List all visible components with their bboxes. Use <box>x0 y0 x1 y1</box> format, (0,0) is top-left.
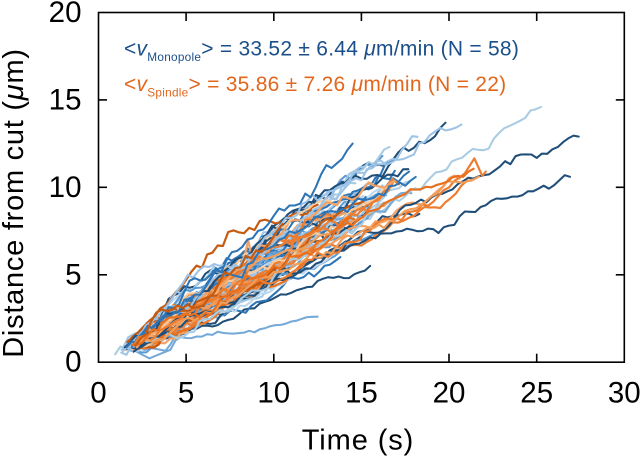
svg-text:15: 15 <box>345 377 378 410</box>
svg-text:<vMonopole> = 33.52 ± 6.44 μm/: <vMonopole> = 33.52 ± 6.44 μm/min (N = 5… <box>124 38 519 65</box>
svg-text:Time (s): Time (s) <box>302 425 414 457</box>
svg-text:<vSpindle> = 35.86 ± 7.26 μm/m: <vSpindle> = 35.86 ± 7.26 μm/min (N = 22… <box>124 73 506 100</box>
svg-text:15: 15 <box>49 83 82 116</box>
svg-text:5: 5 <box>65 258 81 291</box>
svg-text:10: 10 <box>49 171 82 204</box>
svg-text:30: 30 <box>608 377 640 410</box>
svg-text:20: 20 <box>49 0 82 29</box>
svg-text:Distance from cut (μm): Distance from cut (μm) <box>0 48 30 358</box>
svg-text:25: 25 <box>520 377 553 410</box>
svg-text:20: 20 <box>433 377 466 410</box>
svg-text:5: 5 <box>178 377 194 410</box>
svg-text:0: 0 <box>90 377 106 410</box>
svg-text:10: 10 <box>257 377 290 410</box>
svg-text:0: 0 <box>65 346 81 379</box>
